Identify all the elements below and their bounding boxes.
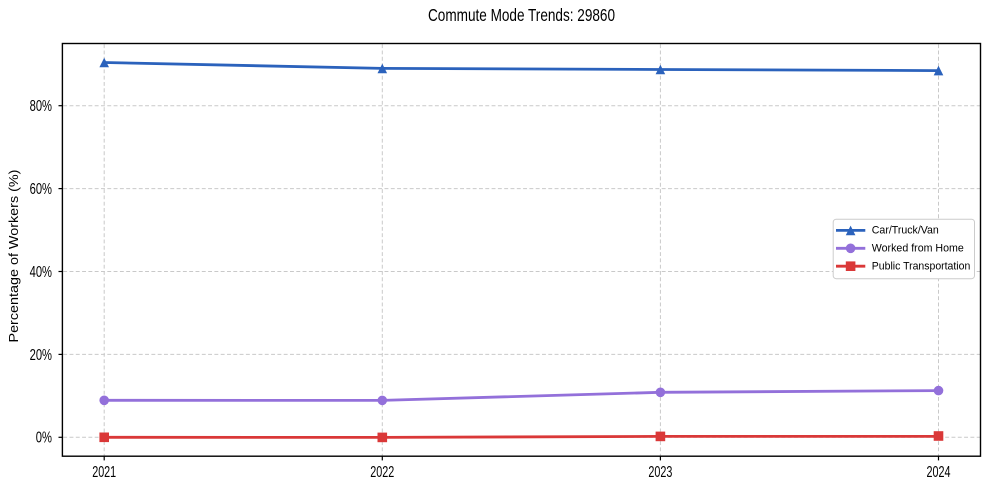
- svg-text:Percentage of Workers (%): Percentage of Workers (%): [6, 169, 21, 342]
- svg-text:Car/Truck/Van: Car/Truck/Van: [872, 225, 939, 237]
- svg-text:2021: 2021: [92, 464, 116, 481]
- svg-text:Public Transportation: Public Transportation: [872, 261, 971, 273]
- svg-text:2023: 2023: [648, 464, 672, 481]
- svg-text:0%: 0%: [36, 430, 52, 447]
- svg-text:2024: 2024: [927, 464, 951, 481]
- svg-text:60%: 60%: [30, 181, 52, 198]
- svg-text:Commute Mode Trends: 29860: Commute Mode Trends: 29860: [428, 5, 615, 25]
- svg-text:40%: 40%: [30, 264, 52, 281]
- svg-text:80%: 80%: [30, 98, 52, 115]
- svg-text:Worked from Home: Worked from Home: [872, 243, 964, 255]
- svg-text:2022: 2022: [370, 464, 394, 481]
- svg-text:20%: 20%: [30, 347, 52, 364]
